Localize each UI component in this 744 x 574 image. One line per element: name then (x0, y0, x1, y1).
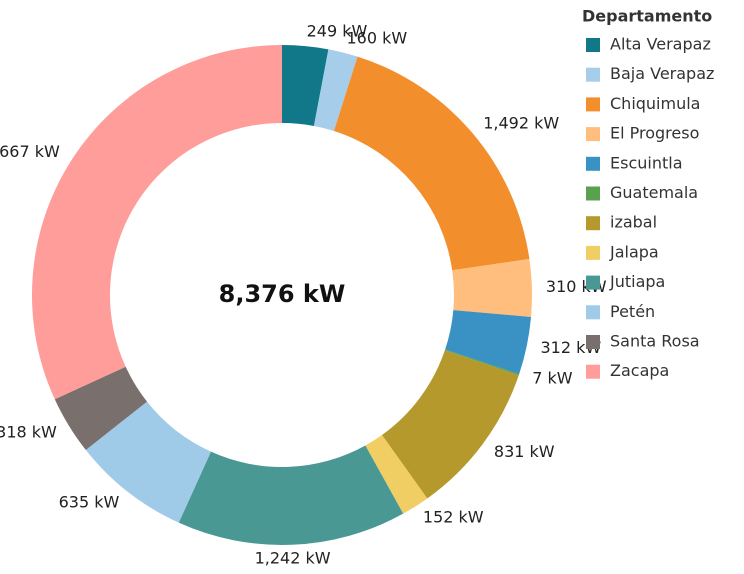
legend-label: Zacapa (610, 361, 669, 380)
legend-swatch (586, 216, 600, 231)
legend-swatch (586, 364, 600, 379)
legend-swatch (586, 275, 600, 290)
donut-slice (333, 56, 530, 271)
data-label: 831 kW (494, 442, 555, 461)
donut-slice (381, 350, 519, 499)
legend-label: Guatemala (610, 183, 698, 202)
legend-label: Jutiapa (609, 272, 665, 291)
legend-swatch (586, 305, 600, 320)
data-label: 635 kW (59, 492, 120, 511)
legend-label: El Progreso (610, 124, 699, 143)
data-label: 2,667 kW (0, 142, 60, 161)
legend-title: Departamento (582, 7, 712, 26)
legend-label: Baja Verapaz (610, 64, 714, 83)
donut-slice (54, 366, 148, 450)
legend-label: izabal (610, 213, 657, 232)
legend-swatch (586, 156, 600, 171)
donut-slice (365, 434, 428, 514)
legend-swatch (586, 245, 600, 260)
legend-label: Petén (610, 302, 655, 321)
legend-label: Chiquimula (610, 94, 700, 113)
data-label: 7 kW (532, 369, 573, 388)
center-label: 8,376 kW (219, 280, 346, 308)
donut-slice (85, 401, 211, 523)
data-label: 318 kW (0, 422, 57, 441)
legend-swatch (586, 127, 600, 142)
data-label: 249 kW (307, 22, 368, 41)
legend-label: Alta Verapaz (610, 35, 711, 54)
donut-slice (282, 45, 329, 126)
data-label: 1,492 kW (483, 114, 559, 133)
donut-slice (178, 445, 404, 546)
donut-slice (452, 258, 532, 317)
legend-label: Santa Rosa (610, 332, 700, 351)
donut-slice (445, 310, 532, 375)
data-label: 160 kW (347, 29, 408, 48)
data-label: 152 kW (423, 508, 484, 527)
legend-swatch (586, 335, 600, 349)
legend-label: Escuintla (610, 153, 683, 172)
donut-slice (313, 49, 358, 132)
legend-swatch (586, 97, 600, 112)
legend-swatch (586, 38, 600, 52)
legend-swatch (586, 67, 600, 82)
donut-slice (444, 349, 520, 376)
data-label: 1,242 kW (255, 548, 331, 567)
donut-slice (31, 45, 283, 400)
legend-swatch (586, 186, 600, 201)
legend-label: Jalapa (609, 242, 659, 261)
